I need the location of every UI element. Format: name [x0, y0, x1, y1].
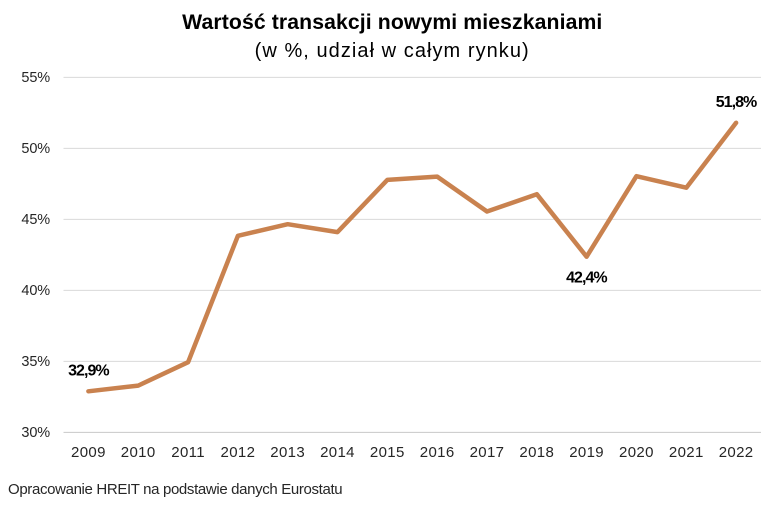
svg-text:2016: 2016: [420, 444, 455, 461]
svg-text:2014: 2014: [320, 444, 355, 461]
svg-text:2019: 2019: [569, 444, 604, 461]
svg-text:35%: 35%: [21, 354, 50, 370]
svg-text:2010: 2010: [121, 444, 156, 461]
svg-text:51,8%: 51,8%: [716, 94, 757, 111]
svg-text:2021: 2021: [669, 444, 704, 461]
svg-text:2015: 2015: [370, 444, 405, 461]
svg-text:2009: 2009: [71, 444, 106, 461]
svg-text:2022: 2022: [719, 444, 754, 461]
svg-text:2013: 2013: [270, 444, 305, 461]
svg-text:40%: 40%: [21, 283, 50, 299]
svg-text:42,4%: 42,4%: [566, 270, 607, 287]
svg-text:Opracowanie HREIT na podstawie: Opracowanie HREIT na podstawie danych Eu…: [8, 481, 342, 498]
svg-text:50%: 50%: [21, 141, 50, 157]
svg-text:30%: 30%: [21, 425, 50, 441]
svg-text:2012: 2012: [221, 444, 256, 461]
svg-text:2018: 2018: [519, 444, 554, 461]
svg-text:32,9%: 32,9%: [68, 363, 109, 380]
svg-text:55%: 55%: [21, 70, 50, 86]
svg-text:2011: 2011: [171, 444, 205, 461]
svg-text:Wartość transakcji nowymi mies: Wartość transakcji nowymi mieszkaniami: [182, 11, 602, 34]
svg-text:2020: 2020: [619, 444, 654, 461]
svg-text:2017: 2017: [470, 444, 505, 461]
svg-text:45%: 45%: [21, 212, 50, 228]
svg-text:(w %, udział w całym rynku): (w %, udział w całym rynku): [255, 40, 530, 62]
